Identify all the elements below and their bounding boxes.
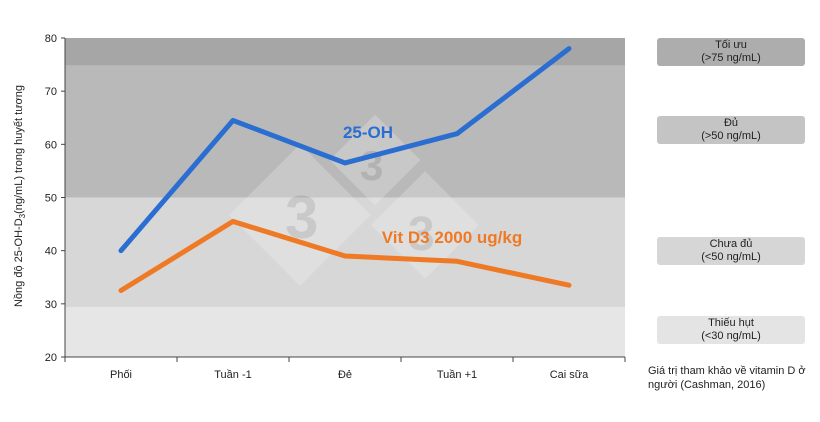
y-tick-label: 60 <box>45 139 57 151</box>
reference-bands <box>65 38 625 357</box>
reference-box-title: Thiếu hụt <box>708 317 754 329</box>
reference-box: Thiếu hụt (<30 ng/mL) <box>657 316 805 344</box>
reference-box-title: Chưa đủ <box>709 238 753 250</box>
band-0 <box>65 307 625 357</box>
reference-box-range: (<30 ng/mL) <box>701 330 761 342</box>
band-3 <box>65 38 625 66</box>
y-tick-label: 50 <box>45 193 57 205</box>
x-axis-ticks: Phối Tuần -1 Đẻ Tuần +1 Cai sữa <box>64 357 626 381</box>
reference-box: Chưa đủ (<50 ng/mL) <box>657 237 805 265</box>
y-axis-label: Nồng độ 25-OH-D3(ng/mL) trong huyết tươn… <box>13 85 27 307</box>
reference-note: Giá trị tham khảo về vitamin D ở người (… <box>648 365 806 391</box>
reference-box: Đủ (>50 ng/mL) <box>657 116 805 144</box>
band-1 <box>65 197 625 308</box>
svg-text:3: 3 <box>408 208 435 261</box>
y-axis-ticks: 20 30 40 50 60 70 80 <box>45 33 65 364</box>
reference-box-title: Đủ <box>723 117 739 129</box>
reference-box: Tối ưu (>75 ng/mL) <box>657 38 805 66</box>
x-tick-label: Cai sữa <box>550 369 589 381</box>
series-label-0: 25-OH <box>343 123 393 142</box>
reference-box-range: (>75 ng/mL) <box>701 52 761 64</box>
y-tick-label: 70 <box>45 86 57 98</box>
reference-box-title: Tối ưu <box>715 39 747 51</box>
series-label-1: Vit D3 2000 ug/kg <box>382 228 522 247</box>
y-tick-label: 80 <box>45 33 57 45</box>
svg-text:3: 3 <box>360 142 383 189</box>
x-tick-label: Đẻ <box>338 369 352 381</box>
reference-box-range: (<50 ng/mL) <box>701 251 761 263</box>
y-tick-label: 30 <box>45 299 57 311</box>
x-tick-label: Tuần +1 <box>437 369 477 381</box>
x-tick-label: Phối <box>110 369 132 381</box>
y-tick-label: 40 <box>45 246 57 258</box>
x-tick-label: Tuần -1 <box>214 369 252 381</box>
reference-box-range: (>50 ng/mL) <box>701 130 761 142</box>
y-tick-label: 20 <box>45 352 57 364</box>
band-2 <box>65 65 625 198</box>
series-lines: 25-OH Vit D3 2000 ug/kg <box>118 46 572 294</box>
